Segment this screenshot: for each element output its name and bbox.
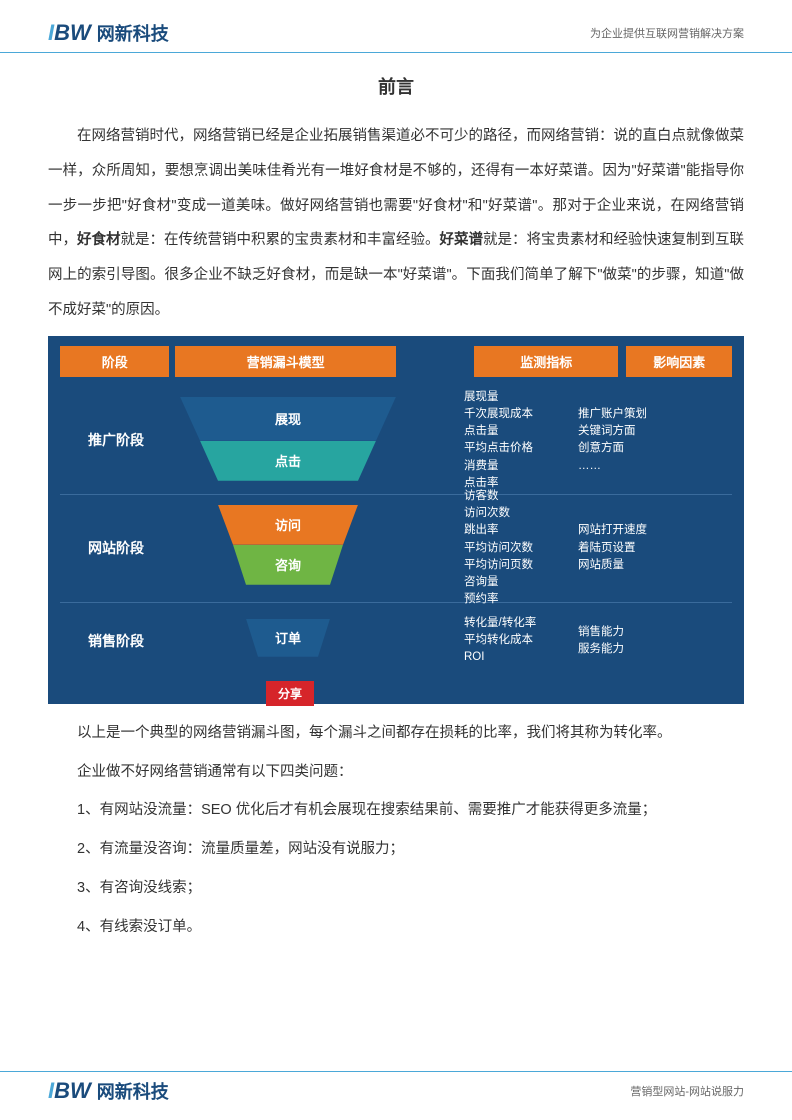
problem-item: 1、有网站没流量：SEO 优化后才有机会展现在搜索结果前、需要推广才能获得更多流…	[48, 793, 744, 828]
funnel-row-sales: 销售阶段 订单 转化量/转化率平均转化成本ROI 销售能力服务能力	[60, 603, 732, 679]
funnel-segment: 咨询	[233, 545, 343, 585]
funnel-row-website: 网站阶段 访问咨询 访客数访问次数跳出率平均访问次数平均访问页数咨询量预约率 网…	[60, 495, 732, 603]
bold-recipe: 好菜谱	[440, 232, 484, 248]
metrics: 展现量千次展现成本点击量平均点击价格消费量点击率	[404, 389, 574, 493]
metric-line: 网站质量	[578, 557, 714, 574]
factors: 销售能力服务能力	[574, 624, 714, 659]
metric-line: 千次展现成本	[464, 406, 574, 423]
funnel-shapes: 展现点击	[172, 387, 404, 494]
factors: 推广账户策划关键词方面创意方面……	[574, 406, 714, 475]
metrics: 访客数访问次数跳出率平均访问次数平均访问页数咨询量预约率	[404, 488, 574, 609]
main-content: 前言 在网络营销时代，网络营销已经是企业拓展销售渠道必不可少的路径，而网络营销：…	[0, 53, 792, 959]
footer-tagline: 营销型网站-网站说服力	[630, 1083, 744, 1099]
header-stage: 阶段	[60, 346, 169, 377]
metric-line: 访问次数	[464, 505, 574, 522]
funnel-segment: 订单	[246, 619, 330, 657]
metric-line: 点击量	[464, 423, 574, 440]
metric-line: 销售能力	[578, 624, 714, 641]
funnel-shapes: 访问咨询	[172, 495, 404, 602]
page-header: IBW 网新科技 为企业提供互联网营销解决方案	[0, 0, 792, 53]
metric-line: 跳出率	[464, 522, 574, 539]
metric-line: 平均访问页数	[464, 557, 574, 574]
intro-paragraph: 在网络营销时代，网络营销已经是企业拓展销售渠道必不可少的路径，而网络营销：说的直…	[48, 119, 744, 328]
logo-cn: 网新科技	[97, 20, 169, 46]
para-text: 在网络营销时代，网络营销已经是企业拓展销售渠道必不可少的路径，而网络营销：说的直…	[48, 128, 744, 248]
factors: 网站打开速度着陆页设置网站质量	[574, 522, 714, 574]
problem-item: 4、有线索没订单。	[48, 910, 744, 945]
share-tag: 分享	[266, 681, 314, 706]
stage-label: 销售阶段	[60, 631, 172, 651]
logo-bw: BW	[54, 1078, 91, 1103]
metric-line: 访客数	[464, 488, 574, 505]
metric-line: 平均转化成本	[464, 632, 574, 649]
funnel-diagram: 阶段 营销漏斗模型 监测指标 影响因素 推广阶段 展现点击 展现量千次展现成本点…	[48, 336, 744, 704]
page-title: 前言	[48, 73, 744, 99]
bold-food: 好食材	[77, 232, 121, 248]
metric-line: 创意方面	[578, 440, 714, 457]
metric-line: ……	[578, 458, 714, 475]
logo: IBW 网新科技	[48, 20, 169, 46]
para-text: 就是：在传统营销中积累的宝贵素材和丰富经验。	[121, 232, 440, 248]
metric-line: 网站打开速度	[578, 522, 714, 539]
stage-label: 网站阶段	[60, 538, 172, 558]
metric-line: 平均点击价格	[464, 440, 574, 457]
metric-line: 消费量	[464, 458, 574, 475]
metric-line: 关键词方面	[578, 423, 714, 440]
page-footer: IBW 网新科技 营销型网站-网站说服力	[0, 1071, 792, 1120]
funnel-row-promotion: 推广阶段 展现点击 展现量千次展现成本点击量平均点击价格消费量点击率 推广账户策…	[60, 387, 732, 495]
metric-line: 着陆页设置	[578, 540, 714, 557]
funnel-segment: 访问	[218, 505, 358, 545]
problem-item: 3、有咨询没线索；	[48, 871, 744, 906]
funnel-segment: 点击	[200, 441, 376, 481]
funnel-headers: 阶段 营销漏斗模型 监测指标 影响因素	[48, 336, 744, 385]
problem-item: 2、有流量没咨询：流量质量差，网站没有说服力；	[48, 832, 744, 867]
logo-bw: BW	[54, 20, 91, 45]
funnel-segment: 展现	[180, 397, 396, 441]
header-tagline: 为企业提供互联网营销解决方案	[590, 25, 744, 41]
metric-line: 转化量/转化率	[464, 615, 574, 632]
logo-cn: 网新科技	[97, 1078, 169, 1104]
metric-line: 推广账户策划	[578, 406, 714, 423]
problems-intro: 企业做不好网络营销通常有以下四类问题：	[48, 755, 744, 790]
header-factor: 影响因素	[626, 346, 732, 377]
metric-line: 咨询量	[464, 574, 574, 591]
header-metric: 监测指标	[474, 346, 619, 377]
metric-line: 服务能力	[578, 641, 714, 658]
funnel-caption: 以上是一个典型的网络营销漏斗图，每个漏斗之间都存在损耗的比率，我们将其称为转化率…	[48, 716, 744, 751]
metric-line: ROI	[464, 649, 574, 666]
metric-line: 平均访问次数	[464, 540, 574, 557]
metric-line: 展现量	[464, 389, 574, 406]
footer-logo: IBW 网新科技	[48, 1078, 169, 1104]
metrics: 转化量/转化率平均转化成本ROI	[404, 615, 574, 667]
funnel-shapes: 订单	[172, 603, 404, 679]
stage-label: 推广阶段	[60, 430, 172, 450]
header-model: 营销漏斗模型	[175, 346, 396, 377]
funnel-body: 推广阶段 展现点击 展现量千次展现成本点击量平均点击价格消费量点击率 推广账户策…	[48, 385, 744, 679]
